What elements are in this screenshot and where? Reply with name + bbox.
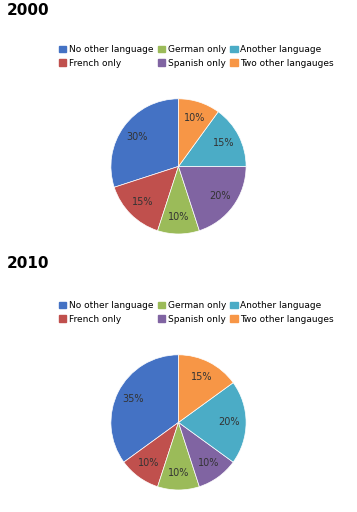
Legend: No other language, French only, German only, Spanish only, Another language, Two: No other language, French only, German o…	[59, 301, 334, 324]
Text: 15%: 15%	[213, 138, 235, 148]
Wedge shape	[178, 166, 246, 231]
Wedge shape	[178, 382, 246, 462]
Text: 35%: 35%	[122, 394, 144, 404]
Wedge shape	[178, 422, 233, 487]
Wedge shape	[124, 422, 178, 487]
Wedge shape	[157, 166, 200, 234]
Text: 10%: 10%	[168, 212, 189, 222]
Text: 15%: 15%	[191, 372, 212, 382]
Text: 10%: 10%	[183, 113, 205, 123]
Text: 10%: 10%	[138, 458, 159, 468]
Wedge shape	[111, 355, 178, 462]
Wedge shape	[178, 112, 246, 166]
Text: 10%: 10%	[198, 458, 219, 468]
Wedge shape	[157, 422, 200, 490]
Text: 2000: 2000	[7, 3, 50, 17]
Text: 10%: 10%	[168, 468, 189, 478]
Text: 20%: 20%	[209, 191, 230, 201]
Text: 15%: 15%	[132, 197, 154, 207]
Text: 20%: 20%	[218, 417, 240, 428]
Wedge shape	[178, 355, 233, 422]
Wedge shape	[178, 99, 218, 166]
Text: 2010: 2010	[7, 256, 50, 271]
Wedge shape	[111, 99, 178, 187]
Legend: No other language, French only, German only, Spanish only, Another language, Two: No other language, French only, German o…	[59, 45, 334, 68]
Wedge shape	[114, 166, 178, 231]
Text: 30%: 30%	[127, 132, 148, 142]
